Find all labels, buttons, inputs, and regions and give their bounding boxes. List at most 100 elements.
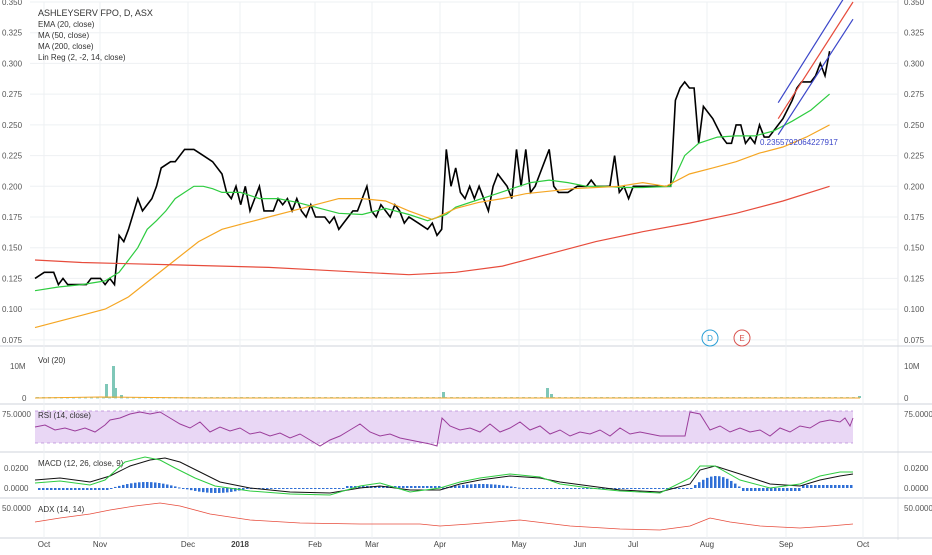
macd-bar xyxy=(318,488,321,489)
macd-bar xyxy=(522,488,525,489)
macd-bar xyxy=(302,488,305,489)
marker-d[interactable]: D xyxy=(701,329,719,347)
macd-bar xyxy=(42,488,45,490)
rsi-tick-left: 75.0000 xyxy=(2,410,31,419)
adx-line xyxy=(34,502,854,531)
macd-bar xyxy=(290,488,293,489)
macd-bar xyxy=(534,488,537,489)
price-tick-right: 0.250 xyxy=(904,121,925,130)
macd-bar xyxy=(202,488,205,493)
macd-bar xyxy=(130,483,133,488)
macd-bar xyxy=(654,488,657,489)
rsi-tick-right: 75.0000 xyxy=(904,410,932,419)
macd-bar xyxy=(98,488,101,490)
volume-bar xyxy=(90,397,93,399)
linreg-value-label: 0.2355792064227917 xyxy=(760,138,838,147)
rsi-band xyxy=(35,411,853,443)
price-tick-right: 0.100 xyxy=(904,305,925,314)
macd-bar xyxy=(794,488,797,491)
macd-bar xyxy=(314,488,317,489)
macd-bar xyxy=(186,488,189,490)
macd-bar xyxy=(662,488,665,489)
volume-panel: Vol (20) 10M 0 10M 0 xyxy=(10,356,920,403)
macd-bar xyxy=(486,484,489,488)
macd-bar xyxy=(106,488,109,490)
macd-bar xyxy=(774,488,777,491)
marker-e-label: E xyxy=(739,334,744,343)
macd-bar xyxy=(266,488,269,489)
macd-bar xyxy=(190,488,193,491)
volume-bars xyxy=(36,366,861,399)
macd-bar xyxy=(58,488,61,490)
macd-bar xyxy=(134,482,137,488)
macd-bar xyxy=(226,488,229,493)
macd-bar xyxy=(538,488,541,489)
macd-bar xyxy=(494,484,497,488)
macd-bar xyxy=(194,488,197,491)
grid xyxy=(0,0,932,540)
macd-bar xyxy=(822,485,825,488)
series-lin-reg-lower xyxy=(777,18,854,136)
macd-bar xyxy=(474,484,477,488)
macd-bar xyxy=(710,476,713,488)
adx-tick-left: 50.0000 xyxy=(2,504,31,513)
macd-bar xyxy=(158,482,161,488)
macd-bar xyxy=(782,488,785,491)
macd-bar xyxy=(150,482,153,488)
macd-bar xyxy=(54,488,57,490)
macd-bar xyxy=(702,479,705,488)
time-tick-oct: Oct xyxy=(38,540,51,549)
macd-bar xyxy=(274,488,277,489)
price-tick-left: 0.275 xyxy=(2,90,23,99)
macd-bar xyxy=(714,476,717,488)
macd-bar xyxy=(454,485,457,488)
time-tick-aug: Aug xyxy=(700,540,714,549)
price-tick-right: 0.300 xyxy=(904,59,925,68)
macd-bar xyxy=(466,484,469,488)
macd-bar xyxy=(562,488,565,489)
macd-bar xyxy=(154,482,157,488)
chart-title: ASHLEYSERV FPO, D, ASX xyxy=(38,8,153,18)
macd-bar xyxy=(430,486,433,488)
volume-label: Vol (20) xyxy=(38,356,66,365)
price-tick-right: 0.175 xyxy=(904,213,925,222)
volume-bar xyxy=(96,397,99,399)
macd-bar xyxy=(618,488,621,489)
time-tick-2018: 2018 xyxy=(231,540,249,549)
macd-bar xyxy=(94,488,97,490)
macd-bar xyxy=(642,488,645,489)
macd-bar xyxy=(182,488,185,489)
macd-bar xyxy=(374,486,377,488)
macd-bar xyxy=(586,488,589,489)
macd-bar xyxy=(546,488,549,489)
macd-bar xyxy=(378,486,381,488)
macd-bar xyxy=(686,488,689,489)
marker-d-label: D xyxy=(707,334,713,343)
macd-bar xyxy=(422,486,425,488)
macd-bar xyxy=(602,488,605,489)
macd-bar xyxy=(826,485,829,488)
series-price xyxy=(34,50,831,287)
macd-bar xyxy=(746,488,749,491)
marker-e[interactable]: E xyxy=(733,329,751,347)
macd-bar xyxy=(122,484,125,488)
volume-bar xyxy=(120,395,123,398)
volume-tick-10m-left: 10M xyxy=(10,362,26,371)
macd-bar xyxy=(790,488,793,491)
macd-bar xyxy=(478,484,481,488)
macd-bar xyxy=(722,477,725,488)
macd-bar xyxy=(174,486,177,488)
macd-bar xyxy=(298,488,301,489)
macd-bar xyxy=(614,488,617,489)
macd-bar xyxy=(766,488,769,491)
volume-tick-0-left: 0 xyxy=(22,394,27,403)
price-tick-left: 0.200 xyxy=(2,182,23,191)
macd-bar xyxy=(550,488,553,489)
legend-ma200: MA (200, close) xyxy=(38,42,94,51)
rsi-label: RSI (14, close) xyxy=(38,411,91,420)
macd-bar xyxy=(650,488,653,489)
macd-bar xyxy=(738,486,741,488)
macd-bar xyxy=(842,485,845,488)
macd-bar xyxy=(126,484,129,488)
